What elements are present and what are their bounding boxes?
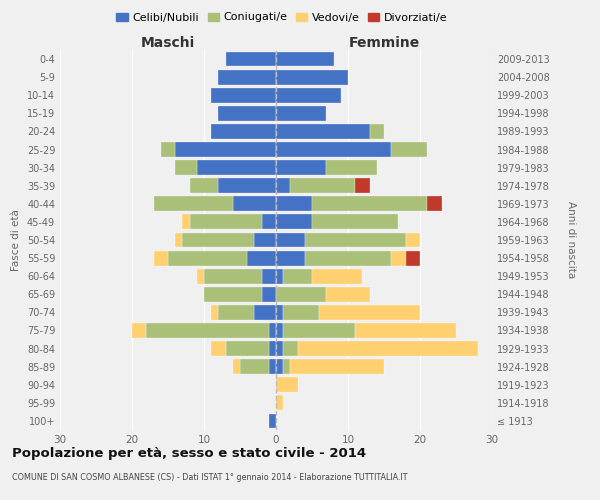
Bar: [290, 178, 355, 193]
Bar: [269, 323, 276, 338]
Bar: [326, 287, 370, 302]
Y-axis label: Fasce di età: Fasce di età: [11, 209, 21, 271]
Bar: [161, 142, 175, 157]
Bar: [276, 142, 391, 157]
Bar: [283, 305, 319, 320]
Bar: [197, 160, 276, 175]
Bar: [262, 287, 276, 302]
Bar: [276, 341, 283, 356]
Text: Femmine: Femmine: [349, 36, 419, 50]
Bar: [218, 305, 254, 320]
Bar: [190, 178, 218, 193]
Bar: [262, 269, 276, 283]
Bar: [355, 323, 456, 338]
Bar: [298, 341, 478, 356]
Bar: [226, 341, 269, 356]
Bar: [276, 359, 283, 374]
Bar: [370, 124, 384, 139]
Bar: [276, 52, 334, 66]
Bar: [276, 124, 370, 139]
Bar: [211, 341, 226, 356]
Text: Popolazione per età, sesso e stato civile - 2014: Popolazione per età, sesso e stato civil…: [12, 448, 366, 460]
Bar: [182, 232, 254, 248]
Bar: [283, 323, 355, 338]
Bar: [276, 396, 283, 410]
Bar: [276, 378, 298, 392]
Bar: [276, 178, 290, 193]
Bar: [254, 305, 276, 320]
Bar: [204, 269, 262, 283]
Bar: [190, 214, 262, 230]
Bar: [240, 359, 269, 374]
Bar: [132, 323, 146, 338]
Legend: Celibi/Nubili, Coniugati/e, Vedovi/e, Divorziati/e: Celibi/Nubili, Coniugati/e, Vedovi/e, Di…: [112, 8, 452, 27]
Bar: [269, 414, 276, 428]
Bar: [175, 160, 197, 175]
Bar: [254, 232, 276, 248]
Bar: [211, 88, 276, 102]
Bar: [262, 214, 276, 230]
Bar: [276, 160, 326, 175]
Bar: [276, 269, 283, 283]
Bar: [406, 232, 420, 248]
Bar: [154, 250, 168, 266]
Bar: [276, 232, 305, 248]
Bar: [283, 341, 298, 356]
Bar: [197, 269, 204, 283]
Bar: [226, 52, 276, 66]
Bar: [319, 305, 420, 320]
Bar: [326, 160, 377, 175]
Bar: [269, 359, 276, 374]
Bar: [290, 359, 384, 374]
Bar: [276, 88, 341, 102]
Bar: [312, 269, 362, 283]
Bar: [406, 250, 420, 266]
Bar: [276, 196, 312, 211]
Bar: [146, 323, 269, 338]
Bar: [276, 214, 312, 230]
Bar: [276, 287, 326, 302]
Bar: [276, 305, 283, 320]
Bar: [312, 214, 398, 230]
Y-axis label: Anni di nascita: Anni di nascita: [566, 202, 576, 278]
Bar: [168, 250, 247, 266]
Bar: [233, 359, 240, 374]
Bar: [182, 214, 190, 230]
Bar: [204, 287, 262, 302]
Bar: [283, 359, 290, 374]
Bar: [312, 196, 427, 211]
Bar: [218, 178, 276, 193]
Bar: [276, 250, 305, 266]
Bar: [427, 196, 442, 211]
Text: COMUNE DI SAN COSMO ALBANESE (CS) - Dati ISTAT 1° gennaio 2014 - Elaborazione TU: COMUNE DI SAN COSMO ALBANESE (CS) - Dati…: [12, 472, 407, 482]
Bar: [305, 250, 391, 266]
Bar: [276, 323, 283, 338]
Bar: [283, 269, 312, 283]
Bar: [269, 341, 276, 356]
Bar: [175, 142, 276, 157]
Bar: [305, 232, 406, 248]
Bar: [276, 70, 348, 84]
Bar: [391, 250, 406, 266]
Bar: [233, 196, 276, 211]
Bar: [211, 124, 276, 139]
Bar: [355, 178, 370, 193]
Text: Maschi: Maschi: [141, 36, 195, 50]
Bar: [154, 196, 233, 211]
Bar: [218, 106, 276, 121]
Bar: [211, 305, 218, 320]
Bar: [218, 70, 276, 84]
Bar: [391, 142, 427, 157]
Bar: [247, 250, 276, 266]
Bar: [175, 232, 182, 248]
Bar: [276, 106, 326, 121]
